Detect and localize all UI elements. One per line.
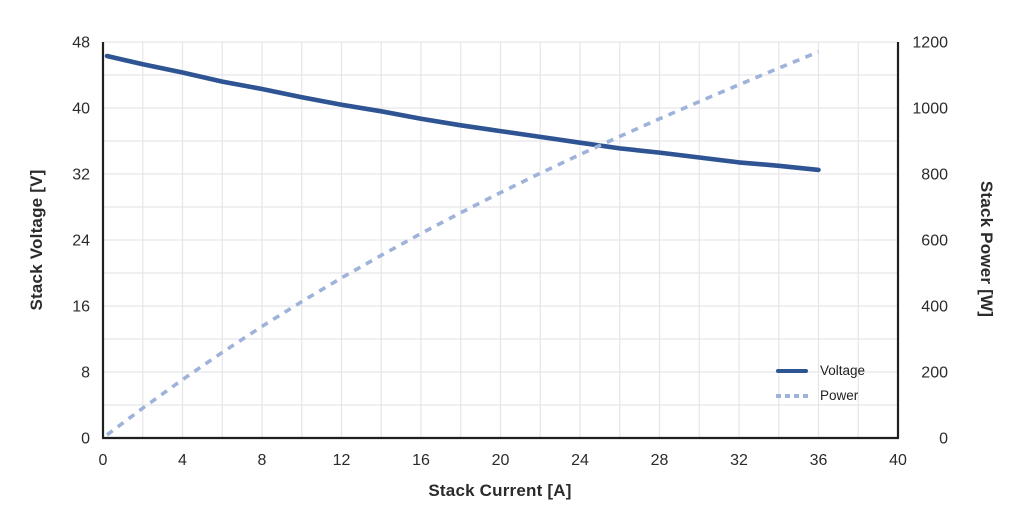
y-left-tick-label: 8: [81, 365, 90, 382]
x-tick-label: 4: [178, 452, 187, 469]
x-tick-label: 24: [571, 452, 589, 469]
x-tick-label: 36: [810, 452, 828, 469]
power-line-swatch: [776, 393, 808, 398]
x-tick-label: 8: [258, 452, 267, 469]
y-left-tick-label: 16: [72, 299, 90, 316]
y-right-tick-label: 200: [921, 365, 948, 382]
legend-label-power: Power: [820, 388, 859, 403]
voltage-line-swatch: [776, 368, 808, 373]
y-left-tick-label: 40: [72, 101, 90, 118]
legend-item-voltage: Voltage: [776, 363, 865, 378]
x-tick-label: 20: [492, 452, 510, 469]
legend-label-voltage: Voltage: [820, 363, 866, 378]
y-axis-title-right: Stack Power [W]: [977, 180, 996, 318]
y-right-tick-label: 1000: [912, 101, 948, 118]
y-right-tick-label: 1200: [912, 35, 948, 52]
voltage-line: [104, 53, 821, 173]
y-right-tick-label: 400: [921, 299, 948, 316]
y-right-tick-label: 0: [939, 431, 948, 448]
y-left-tick-label: 0: [81, 431, 90, 448]
x-axis-title: Stack Current [A]: [428, 481, 572, 500]
y-left-tick-label: 48: [72, 35, 90, 52]
y-left-tick-label: 24: [72, 233, 90, 250]
x-tick-label: 28: [651, 452, 669, 469]
x-tick-label: 16: [412, 452, 430, 469]
y-right-tick-label: 800: [921, 167, 948, 184]
x-tick-label: 40: [889, 452, 907, 469]
y-right-tick-label: 600: [921, 233, 948, 250]
x-tick-label: 32: [730, 452, 748, 469]
legend-item-power: Power: [776, 388, 865, 403]
x-tick-label: 0: [99, 452, 108, 469]
legend: Voltage Power: [776, 363, 865, 403]
y-left-tick-label: 32: [72, 167, 90, 184]
y-axis-title-left: Stack Voltage [V]: [27, 169, 46, 311]
power-line: [105, 50, 820, 437]
x-tick-label: 12: [333, 452, 351, 469]
